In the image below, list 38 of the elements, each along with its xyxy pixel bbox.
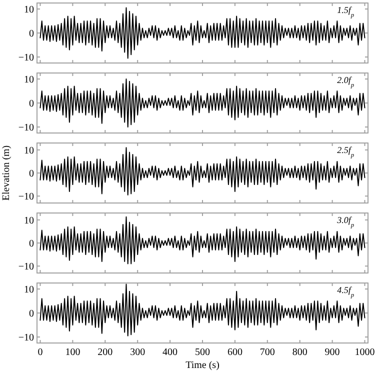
annotation: 4.5f$_{p}$: [337, 285, 354, 298]
x-tick-label: 0: [38, 347, 43, 358]
y-axis-title: Elevation (m): [1, 145, 12, 201]
line-series: [40, 147, 366, 196]
y-tick-label: −10: [18, 332, 34, 344]
y-tick-label: 0: [29, 98, 34, 110]
line-series: [40, 284, 366, 336]
y-tick-label: 10: [24, 4, 34, 16]
y-tick-label: −10: [18, 52, 34, 64]
y-tick-label: 0: [29, 238, 34, 250]
line-series: [40, 78, 366, 128]
x-tick-label: 600: [227, 347, 242, 358]
x-tick-label: 100: [65, 347, 80, 358]
x-tick-label: 400: [162, 347, 178, 358]
x-tick-label: 1000: [354, 347, 375, 358]
annotation: 1.5f$_{p}$: [337, 5, 354, 18]
x-tick-label: 300: [130, 347, 146, 358]
y-tick-label: 0: [29, 308, 34, 320]
annotation: 2.0f$_{p}$: [337, 75, 354, 88]
y-tick-label: 10: [24, 74, 34, 86]
y-tick-label: −10: [18, 262, 34, 273]
y-tick-label: 10: [24, 215, 34, 226]
annotation: 2.5f$_{p}$: [337, 145, 354, 158]
line-series: [40, 216, 366, 264]
x-tick-label: 200: [98, 347, 113, 358]
annotation: 3.0f$_{p}$: [336, 215, 354, 228]
y-tick-label: 10: [24, 145, 34, 156]
y-tick-label: −10: [18, 122, 34, 134]
x-tick-label: 700: [260, 347, 275, 358]
x-tick-label: 900: [324, 347, 340, 358]
y-tick-label: 0: [29, 28, 34, 40]
y-tick-label: 0: [29, 168, 34, 180]
x-tick-label: 500: [195, 347, 210, 358]
y-tick-label: 10: [24, 284, 34, 296]
y-tick-label: −10: [18, 192, 34, 203]
line-series: [40, 7, 366, 59]
x-tick-label: 800: [292, 347, 308, 358]
x-axis-title: Time (s): [186, 360, 220, 371]
